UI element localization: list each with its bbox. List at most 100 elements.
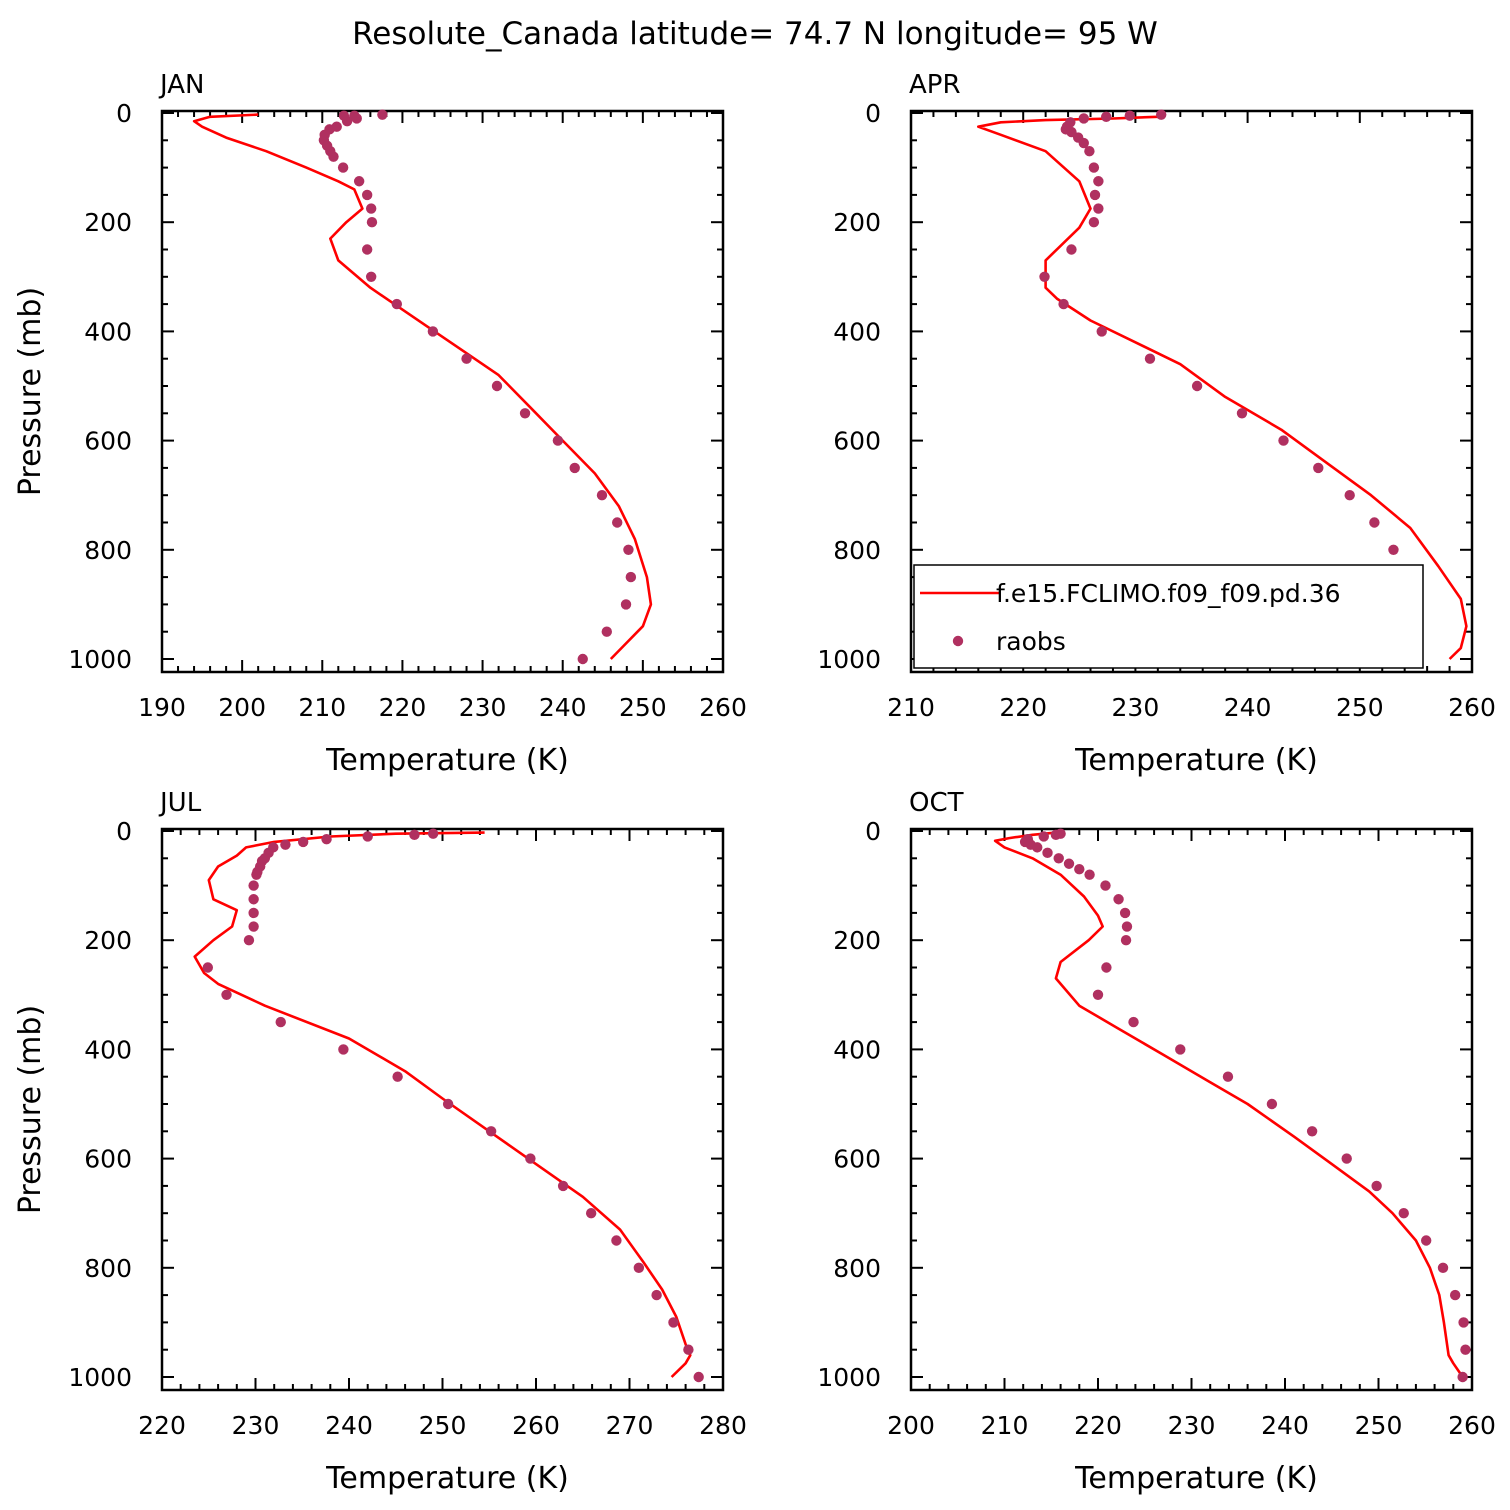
raobs-point [1278, 435, 1289, 446]
y-tick-label: 1000 [817, 1363, 881, 1392]
x-tick-label: 210 [887, 693, 935, 722]
raobs-point [321, 833, 332, 845]
y-tick-label: 600 [833, 427, 881, 456]
x-tick-label: 230 [459, 693, 507, 722]
model-profile-line [192, 113, 653, 660]
x-axis-label: Temperature (K) [325, 1461, 569, 1496]
raobs-point [1449, 1289, 1461, 1301]
model-profile-line [976, 115, 1468, 660]
raobs-point [361, 244, 373, 255]
raobs-point [392, 1071, 403, 1082]
raobs-point [485, 1126, 497, 1137]
raobs-point [1121, 921, 1133, 932]
raobs-point [569, 462, 580, 474]
y-tick-label: 800 [84, 1254, 132, 1283]
raobs-point [651, 1289, 662, 1301]
panel-oct: OCT 200 210 220 230 240 250 260 0 200 400 600 800 100… [817, 788, 1495, 1496]
raobs-point [1306, 1126, 1318, 1137]
y-tick-label: 800 [833, 1254, 881, 1283]
panel-label: JAN [158, 70, 204, 100]
plot-frame [160, 827, 725, 1392]
raobs-point [1119, 907, 1131, 919]
x-tick-label: 250 [619, 693, 667, 722]
raobs-point [351, 113, 362, 124]
raobs-point [1050, 829, 1062, 841]
raobs-point [525, 1153, 536, 1164]
y-tick-label: 800 [84, 536, 132, 565]
x-tick-label: 260 [1448, 1411, 1496, 1440]
raobs-point [1063, 858, 1075, 869]
legend-label: f.e15.FCLIMO.f09_f09.pd.36 [996, 579, 1341, 608]
raobs-point [633, 1262, 645, 1274]
raobs-point [1458, 1317, 1469, 1328]
raobs-point [377, 109, 388, 120]
raobs-point [625, 571, 637, 583]
model-profile-line [193, 831, 692, 1378]
raobs-point [668, 1317, 679, 1328]
x-tick-label: 230 [1112, 693, 1160, 722]
y-tick-label: 600 [84, 427, 132, 456]
raobs-point [248, 894, 259, 905]
y-tick-label: 1000 [68, 645, 132, 674]
y-tick-label: 400 [833, 1035, 881, 1064]
panel-label: JUL [158, 788, 202, 818]
raobs-point [1371, 1180, 1382, 1192]
raobs-point [552, 435, 564, 446]
raobs-point [1078, 113, 1089, 124]
raobs-point [1388, 544, 1399, 555]
raobs-point [362, 831, 373, 842]
x-tick-label: 230 [1168, 1411, 1216, 1440]
raobs-point [1093, 176, 1104, 187]
raobs-point [611, 1235, 622, 1246]
x-tick-label: 260 [1448, 693, 1496, 722]
raobs-point [1222, 1071, 1234, 1082]
y-axis-label: Pressure (mb) [13, 287, 48, 496]
raobs-point [1101, 111, 1112, 123]
raobs-point [1120, 935, 1132, 946]
raobs-point [623, 544, 634, 555]
x-tick-label: 200 [887, 1411, 935, 1440]
y-axis-label: Pressure (mb) [13, 1005, 48, 1214]
panel-label: OCT [909, 788, 964, 818]
raobs-point [280, 839, 291, 850]
raobs-point [577, 653, 588, 665]
y-tick-label: 800 [833, 536, 881, 565]
y-tick-label: 1000 [68, 1363, 132, 1392]
raobs-point [353, 176, 365, 187]
raobs-point [341, 115, 353, 127]
raobs-point [1236, 408, 1248, 419]
raobs-point [1058, 298, 1069, 310]
model-profile-line [993, 831, 1464, 1378]
x-tick-label: 210 [981, 1411, 1029, 1440]
x-axis-label: Temperature (K) [325, 743, 569, 778]
raobs-point [427, 828, 439, 839]
raobs-point [1084, 869, 1095, 880]
panel-jan: JAN 190 200 210 220 230 240 250 260 0 200 400 600 800… [13, 70, 747, 778]
x-tick-label: 240 [1224, 693, 1272, 722]
raobs-point [1313, 462, 1324, 474]
raobs-point [1420, 1235, 1432, 1246]
y-tick-label: 600 [84, 1145, 132, 1174]
x-tick-label: 240 [539, 693, 587, 722]
raobs-point [202, 962, 214, 973]
raobs-point [1039, 271, 1050, 282]
raobs-point [693, 1371, 704, 1383]
raobs-point [585, 1208, 597, 1219]
x-tick-label: 270 [606, 1411, 654, 1440]
raobs-point [297, 836, 309, 848]
x-tick-label: 280 [699, 1411, 747, 1440]
raobs-point [1156, 109, 1167, 120]
legend-box [913, 564, 1424, 669]
raobs-point [1266, 1098, 1278, 1110]
raobs-point [251, 869, 262, 880]
x-tick-label: 220 [379, 693, 427, 722]
x-tick-label: 260 [699, 693, 747, 722]
raobs-point [1078, 137, 1089, 149]
raobs-point [1032, 842, 1043, 853]
x-tick-label: 240 [1261, 1411, 1309, 1440]
y-tick-label: 400 [833, 317, 881, 346]
raobs-point [391, 298, 403, 310]
raobs-point [1092, 989, 1104, 1000]
